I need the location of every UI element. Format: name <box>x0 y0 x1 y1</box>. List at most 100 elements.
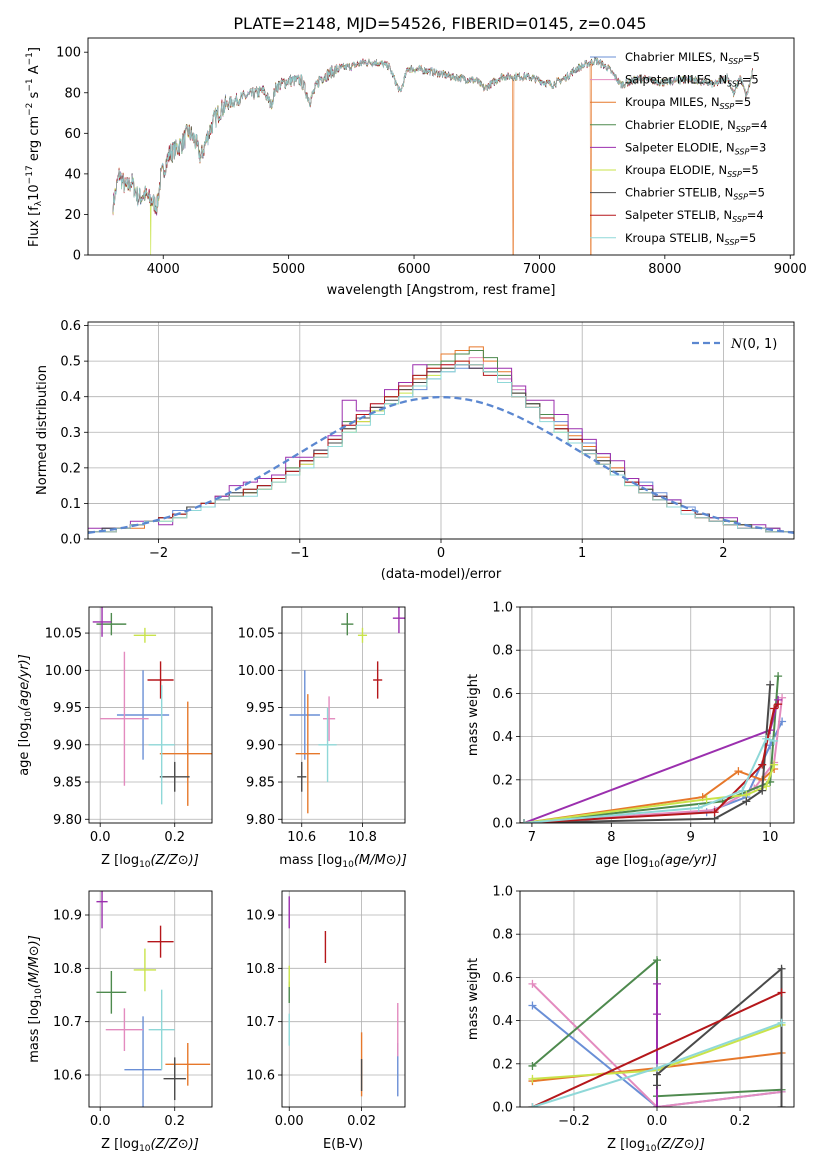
legend-entry-0: Chabrier MILES, NSSP=5 <box>625 50 760 66</box>
legend-entry-2: Kroupa MILES, NSSP=5 <box>625 95 751 111</box>
legend-entry-7: Salpeter STELIB, NSSP=4 <box>625 208 764 224</box>
weight-marker-4 <box>653 979 661 988</box>
label-subscript: 10 <box>648 860 660 870</box>
tick-label: 9 <box>687 830 695 845</box>
tick-label: 0.4 <box>60 390 81 405</box>
axes-frame <box>88 606 213 824</box>
tick-label: 5000 <box>272 262 305 277</box>
weight-marker-7 <box>758 760 767 769</box>
tick-label: 0.0 <box>60 533 81 548</box>
plot-area <box>112 56 753 255</box>
tick-label: 0 <box>437 546 445 561</box>
label-subscript: 10 <box>24 711 34 723</box>
tick-label: 1 <box>578 546 586 561</box>
axes-frame <box>281 606 406 824</box>
tick-label: 0.0 <box>90 1114 111 1129</box>
y-axis-label: mass weight <box>466 958 481 1040</box>
plot-area <box>289 607 405 814</box>
label-superscript: −1 <box>25 52 35 65</box>
weight-marker-1 <box>528 979 537 988</box>
weight-marker-6 <box>653 1081 661 1090</box>
legend-label: =4 <box>751 118 768 132</box>
tick-label: 0.2 <box>164 1114 185 1129</box>
gaussian-curve <box>88 395 794 534</box>
legend-entry-5: Kroupa ELODIE, NSSP=5 <box>625 163 759 179</box>
panel-massweight-vs-age: 7 8 9 10 0.0 0.2 0.4 0.6 0.8 1.0 mass weight age [l… <box>466 601 795 870</box>
tick-label: 40 <box>64 167 81 182</box>
tick-label: 10.00 <box>238 664 275 679</box>
tick-label: 1.0 <box>492 601 513 616</box>
tick-label: 10.8 <box>246 962 275 977</box>
y-axis-label: mass weight <box>466 674 481 756</box>
legend-label: (0, 1) <box>742 337 777 352</box>
tick-label: 9.85 <box>53 776 82 791</box>
tick-label: 60 <box>64 127 81 142</box>
weight-marker-8 <box>762 734 771 743</box>
tick-label: 9.90 <box>246 738 275 753</box>
label-part: (M/M⊙)] <box>354 853 407 868</box>
axes-frame <box>87 37 795 256</box>
spectrum-line-8 <box>112 57 753 213</box>
label-part: Z [log <box>101 1137 139 1152</box>
x-axis-label: Z [log10(Z/Z⊙)] <box>101 1137 199 1154</box>
tick-label: 10.8 <box>53 962 82 977</box>
tick-label: 0.2 <box>164 830 185 845</box>
weight-marker-7 <box>710 808 719 817</box>
legend-subscript: SSP <box>727 80 742 89</box>
weight-marker-6 <box>758 786 767 795</box>
legend-label: =5 <box>742 73 759 87</box>
weight-marker-8 <box>770 736 779 745</box>
tick-label: 20 <box>64 208 81 223</box>
legend-label: =5 <box>742 163 759 177</box>
label-part: age [log <box>595 853 648 868</box>
tick-label: 10.6 <box>53 1069 82 1084</box>
weight-marker-6 <box>742 797 751 806</box>
label-part: Z [log <box>607 1137 645 1152</box>
label-part: (age/yr)] <box>660 853 717 868</box>
legend-subscript: SSP <box>733 193 748 202</box>
y-axis-label: mass [log10(M/M⊙)] <box>27 935 44 1063</box>
legend-subscript: SSP <box>736 125 751 134</box>
legend-label: Chabrier ELODIE, N <box>625 118 736 132</box>
tick-label: 9000 <box>774 262 807 277</box>
legend-entry-8: Kroupa STELIB, NSSP=5 <box>625 231 756 247</box>
legend-label: =5 <box>743 50 760 64</box>
label-part: (Z/Z⊙)] <box>151 1137 199 1152</box>
legend-label: =5 <box>734 95 751 109</box>
panel-spectrum: 4000 5000 6000 7000 8000 9000 0 20 40 60 80 100 wave… <box>25 37 807 298</box>
tick-label: 0.4 <box>492 730 513 745</box>
tick-label: 10.6 <box>246 1069 275 1084</box>
tick-label: 80 <box>64 86 81 101</box>
weight-marker-3 <box>653 956 661 965</box>
weight-marker-8 <box>520 819 528 823</box>
plot-area <box>92 607 212 806</box>
legend-label: Chabrier STELIB, N <box>625 186 733 200</box>
label-superscript: −17 <box>25 165 35 184</box>
plot-area <box>88 346 794 539</box>
x-axis-label: mass [log10(M/M⊙)] <box>279 853 407 870</box>
tick-label: 9.85 <box>246 776 275 791</box>
tick-label: 10.9 <box>53 909 82 924</box>
x-axis-label: Z [log10(Z/Z⊙)] <box>101 853 199 870</box>
weight-marker-5 <box>528 1074 537 1083</box>
legend-subscript: SSP <box>728 57 743 66</box>
weight-marker-5 <box>762 782 771 791</box>
x-axis-label: age [log10(age/yr)] <box>595 853 717 870</box>
tick-label: 0.02 <box>347 1114 376 1129</box>
panel-age-vs-mass: 10.6 10.8 9.80 9.85 9.90 9.95 10.00 10.05 mass [… <box>238 606 407 870</box>
tick-label: −0.2 <box>558 1114 590 1129</box>
weight-marker-8 <box>777 1018 786 1027</box>
x-axis-label: Z [log10(Z/Z⊙)] <box>607 1137 705 1154</box>
label-subscript: 10 <box>645 1144 657 1154</box>
tick-label: 0.6 <box>60 319 81 334</box>
legend-entry: N(0, 1) <box>730 337 777 352</box>
weight-marker-8 <box>653 1064 661 1073</box>
weight-marker-5 <box>770 760 779 769</box>
legend-label: Salpeter ELODIE, N <box>625 140 735 154</box>
legend-label: Kroupa STELIB, N <box>625 231 725 245</box>
label-part: s <box>27 91 42 102</box>
weight-line-1 <box>531 983 782 1107</box>
tick-label: 7 <box>528 830 536 845</box>
tick-label: 4000 <box>147 262 180 277</box>
